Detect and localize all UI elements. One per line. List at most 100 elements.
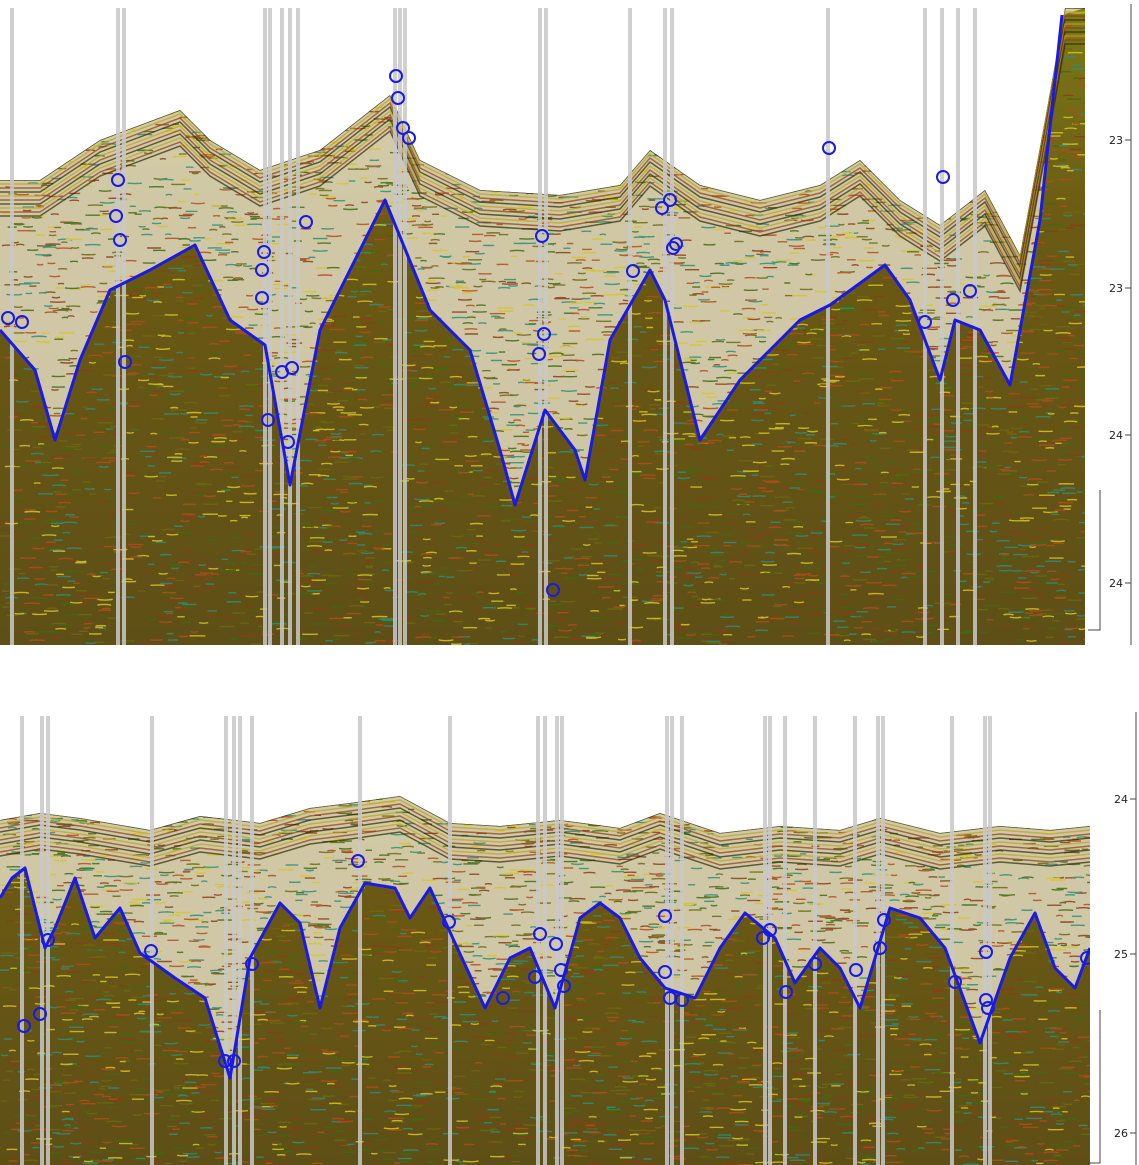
pick-circle <box>402 131 416 145</box>
pick-circle <box>655 201 669 215</box>
horizon-trace-line <box>0 866 1092 1080</box>
pick-circle <box>675 993 689 1007</box>
shadow-line <box>398 8 402 645</box>
pick-circle <box>245 957 259 971</box>
pick-circle <box>979 993 993 1007</box>
pick-circle <box>946 293 960 307</box>
pick-markers <box>1 69 977 597</box>
shadow-line <box>881 716 885 1165</box>
pick-circle <box>255 291 269 305</box>
shadow-line <box>628 8 632 645</box>
pick-circle <box>963 284 977 298</box>
shadow-line <box>853 716 857 1165</box>
pick-circle <box>255 263 269 277</box>
pick-circle <box>257 245 271 259</box>
pick-circle <box>936 170 950 184</box>
pick-circle <box>535 229 549 243</box>
pick-circle <box>118 355 132 369</box>
depth-axis: 23 23 24 24 <box>1085 0 1139 645</box>
shadow-line <box>296 8 300 645</box>
shadow-line <box>543 716 547 1165</box>
pick-circle <box>756 931 770 945</box>
pick-circle <box>41 933 55 947</box>
pick-circle <box>626 264 640 278</box>
shadow-line <box>393 8 397 645</box>
axis-tick-label: 23 <box>1109 134 1123 147</box>
pick-circle <box>281 435 295 449</box>
pick-circle <box>918 315 932 329</box>
pick-circle <box>227 1054 241 1068</box>
pick-circle <box>17 1019 31 1033</box>
shadow-line <box>122 8 126 645</box>
pick-circle <box>849 963 863 977</box>
axis-tick-label: 24 <box>1114 793 1128 806</box>
shadow-line <box>555 716 559 1165</box>
shadow-line <box>988 716 992 1165</box>
pick-circle <box>396 121 410 135</box>
axis-tick-label: 24 <box>1109 429 1123 442</box>
pick-circle <box>299 215 313 229</box>
pick-circle <box>113 233 127 247</box>
depth-axis: 24 25 26 <box>1088 708 1139 1165</box>
axis-tick-label: 24 <box>1109 577 1123 590</box>
pick-circle <box>389 69 403 83</box>
shadow-line <box>663 8 667 645</box>
shadow-line <box>950 716 954 1165</box>
seismic-image-bottom: 24 25 26 <box>0 708 1139 1165</box>
pick-circle <box>979 945 993 959</box>
pick-circle <box>658 909 672 923</box>
shadow-line <box>783 716 787 1165</box>
shadow-line <box>813 716 817 1165</box>
pick-circle <box>948 975 962 989</box>
shadow-line <box>670 716 674 1165</box>
pick-markers <box>17 854 1094 1068</box>
shadow-line <box>263 8 267 645</box>
pick-circle <box>666 241 680 255</box>
pick-circle <box>285 361 299 375</box>
pick-circle <box>496 991 510 1005</box>
scale-bar <box>1088 1010 1101 1164</box>
pick-circle <box>33 1007 47 1021</box>
seismic-panel-bottom: 24 25 26 <box>0 708 1139 1165</box>
pick-circle <box>109 209 123 223</box>
shadow-line <box>538 8 542 645</box>
pick-circle <box>546 583 560 597</box>
axis-tick-label: 26 <box>1114 1127 1128 1140</box>
shadow-line <box>680 716 684 1165</box>
pick-circle <box>1 311 15 325</box>
pick-circle <box>822 141 836 155</box>
axis-tick-label: 23 <box>1109 282 1123 295</box>
pick-circle <box>261 413 275 427</box>
shadow-line <box>544 8 548 645</box>
axis-tick-label: 25 <box>1114 948 1128 961</box>
pick-circle <box>557 979 571 993</box>
pick-circle <box>532 347 546 361</box>
pick-circle <box>763 923 777 937</box>
pick-circle <box>873 941 887 955</box>
shadow-line <box>403 8 407 645</box>
shadow-line <box>448 716 452 1165</box>
shadow-line <box>280 8 284 645</box>
pick-circle <box>554 963 568 977</box>
pick-circle <box>549 937 563 951</box>
shadow-line <box>876 716 880 1165</box>
pick-circle <box>442 915 456 929</box>
pick-circle <box>663 193 677 207</box>
pick-circle <box>779 985 793 999</box>
pick-circle <box>351 854 365 868</box>
pick-circle <box>808 957 822 971</box>
pick-circle <box>144 944 158 958</box>
seismic-panel-top: 23 23 24 24 <box>0 0 1139 645</box>
pick-circle <box>391 91 405 105</box>
shadow-line <box>10 8 14 645</box>
shadow-line <box>232 716 236 1165</box>
shadow-line <box>20 716 24 1165</box>
shadow-line <box>224 716 228 1165</box>
pick-circle <box>877 913 891 927</box>
pick-circle <box>537 327 551 341</box>
pick-circle <box>15 315 29 329</box>
pick-circle <box>533 927 547 941</box>
shadow-line <box>250 716 254 1165</box>
pick-circle <box>528 970 542 984</box>
pick-circle <box>111 173 125 187</box>
